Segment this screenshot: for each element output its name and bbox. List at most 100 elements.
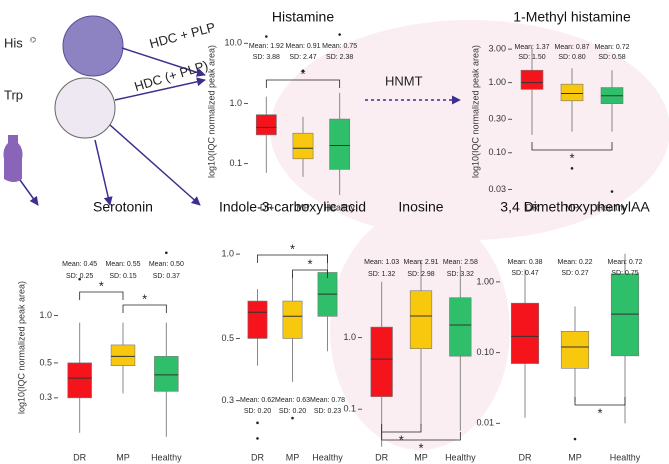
x-tick-label: MP — [286, 452, 300, 462]
stat-label: Mean: 2.58 — [443, 259, 478, 266]
x-tick-label: Healthy — [610, 452, 641, 462]
x-tick-label: MP — [116, 452, 130, 462]
outlier — [165, 251, 168, 255]
significance-label: * — [569, 150, 574, 165]
y-tick-label: 0.10 — [476, 347, 494, 357]
stat-label: SD: 0.58 — [598, 54, 625, 61]
x-tick-label: DR — [73, 452, 86, 462]
significance-label: * — [290, 241, 295, 256]
outlier — [570, 167, 574, 170]
y-tick-label: 10.0 — [224, 38, 242, 48]
y-tick-label: 1.00 — [476, 276, 494, 286]
box — [255, 114, 277, 136]
significance-label: * — [99, 278, 104, 293]
stat-label: SD: 0.15 — [109, 273, 136, 280]
stat-label: Mean: 0.63 — [275, 397, 310, 404]
outlier — [301, 69, 305, 73]
stat-label: Mean: 0.50 — [149, 261, 184, 268]
significance-label: * — [597, 405, 602, 420]
significance-bracket — [257, 254, 328, 263]
y-tick-label: 1.0 — [39, 310, 52, 320]
stat-label: SD: 2.98 — [407, 271, 434, 278]
x-tick-label: MP — [565, 202, 579, 212]
significance-label: * — [142, 291, 147, 306]
outlier — [291, 416, 294, 420]
stat-label: SD: 0.80 — [558, 54, 585, 61]
box — [67, 362, 92, 399]
stat-label: Mean: 0.62 — [240, 397, 275, 404]
chart-title: Inosine — [398, 199, 443, 215]
significance-label: * — [307, 256, 312, 271]
arrow — [114, 77, 206, 101]
stat-label: SD: 0.75 — [611, 270, 638, 277]
y-tick-label: 0.30 — [488, 114, 506, 124]
y-axis-label: log10(IQC normalized peak area) — [206, 45, 216, 178]
trp-label: Trp — [4, 87, 23, 102]
outlier — [610, 190, 614, 193]
y-tick-label: 0.3 — [39, 392, 52, 402]
box — [510, 302, 540, 364]
chart-title: Serotonin — [93, 199, 153, 215]
stat-label: SD: 3.32 — [447, 271, 474, 278]
his-label: His — [4, 35, 23, 50]
y-tick-label: 1.0 — [343, 332, 356, 342]
box — [247, 300, 268, 339]
outlier — [265, 35, 268, 38]
stat-label: SD: 1.50 — [518, 54, 545, 61]
stat-label: SD: 0.23 — [314, 408, 341, 415]
x-tick-label: MP — [568, 452, 582, 462]
arrow-label: HDC (+ PLP) — [132, 58, 209, 95]
box — [610, 273, 640, 357]
significance-bracket — [531, 142, 613, 151]
significance-bracket — [79, 291, 124, 300]
box — [560, 331, 590, 369]
stat-label: SD: 0.27 — [561, 270, 588, 277]
box — [110, 344, 136, 366]
x-tick-label: DR — [526, 202, 539, 212]
x-tick-label: MP — [296, 202, 310, 212]
background-blob — [270, 20, 669, 240]
molecule: ⌬ — [30, 36, 36, 44]
y-tick-label: 0.5 — [39, 357, 52, 367]
y-tick-label: 0.1 — [229, 158, 242, 168]
stat-label: Mean: 0.87 — [554, 44, 589, 51]
stat-label: Mean: 0.78 — [310, 397, 345, 404]
significance-label: * — [300, 66, 305, 81]
stat-label: Mean: 0.55 — [105, 261, 140, 268]
stat-label: SD: 2.38 — [326, 54, 353, 61]
stat-label: Mean: 0.22 — [557, 259, 592, 266]
stat-label: SD: 2.47 — [289, 54, 316, 61]
arrow — [109, 124, 201, 206]
y-tick-label: 0.5 — [221, 333, 234, 343]
significance-bracket — [574, 397, 626, 406]
y-tick-label: 1.0 — [229, 98, 242, 108]
y-tick-label: 0.03 — [488, 184, 506, 194]
box — [370, 326, 393, 397]
outlier — [573, 437, 577, 441]
x-tick-label: DR — [251, 452, 264, 462]
stat-label: SD: 1.32 — [368, 271, 395, 278]
significance-bracket — [292, 269, 328, 278]
mast-cell — [62, 15, 124, 77]
y-axis-label: log10(IQC normalized peak area) — [470, 45, 480, 178]
bacteria-dish — [54, 77, 116, 139]
arrow — [121, 47, 206, 77]
y-tick-label: 3.00 — [488, 43, 506, 53]
stat-label: Mean: 0.91 — [285, 43, 320, 50]
stat-label: SD: 0.37 — [153, 273, 180, 280]
box — [292, 132, 314, 160]
x-tick-label: DR — [375, 452, 388, 462]
x-tick-label: Healthy — [324, 202, 355, 212]
outlier — [78, 277, 81, 281]
stat-label: SD: 3.88 — [253, 54, 280, 61]
arrow-label: HNMT — [385, 73, 423, 88]
x-tick-label: MP — [414, 452, 428, 462]
stat-label: SD: 0.25 — [66, 273, 93, 280]
x-tick-label: Healthy — [151, 452, 182, 462]
arrow — [19, 179, 39, 206]
significance-label: * — [418, 440, 423, 455]
stat-label: Mean: 0.75 — [322, 43, 357, 50]
x-tick-label: Healthy — [597, 202, 628, 212]
y-tick-label: 0.3 — [221, 395, 234, 405]
